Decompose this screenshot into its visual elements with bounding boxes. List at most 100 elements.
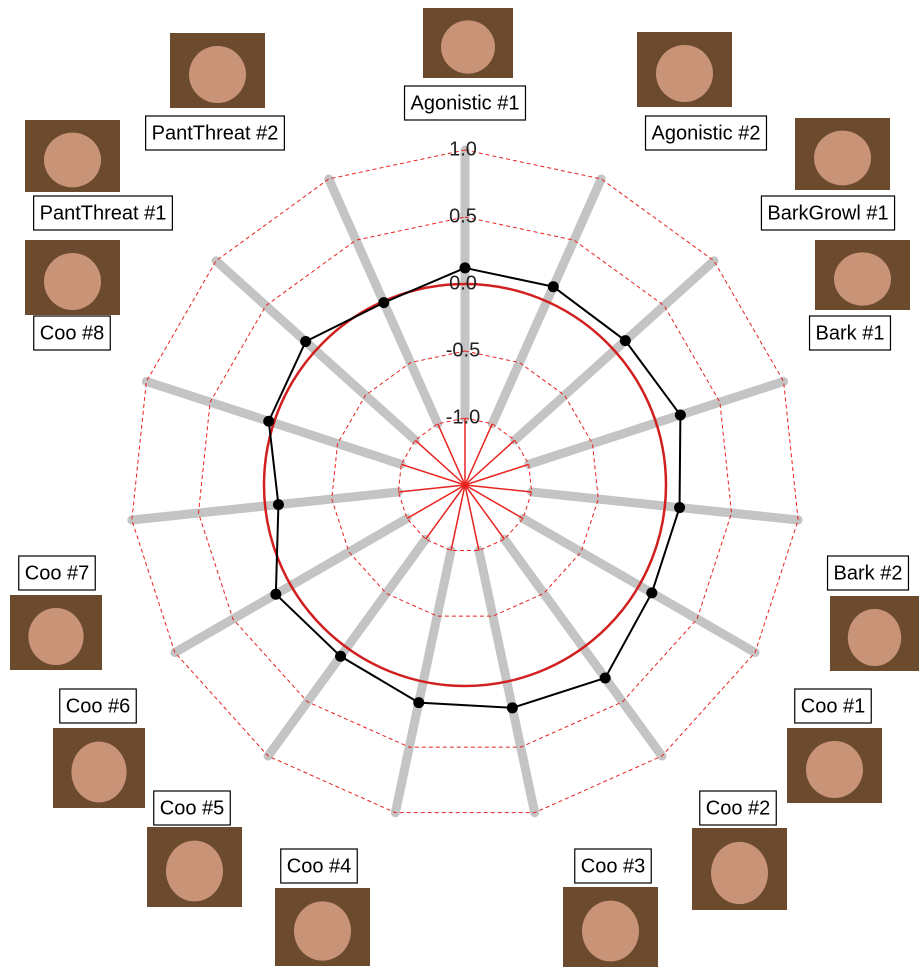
data-point bbox=[506, 702, 518, 714]
y-tick-label: 0.5 bbox=[449, 205, 477, 227]
category-text: Coo #2 bbox=[706, 797, 771, 819]
label-box bbox=[59, 688, 137, 724]
label-box bbox=[826, 555, 910, 591]
label-box bbox=[760, 195, 896, 231]
label-box bbox=[699, 790, 777, 826]
category-text: Coo #1 bbox=[801, 695, 866, 717]
category-text: Coo #5 bbox=[160, 797, 225, 819]
category-label: Bark #2 bbox=[826, 555, 910, 591]
face bbox=[582, 900, 639, 962]
category-text: Coo #4 bbox=[287, 855, 352, 877]
label-box bbox=[574, 848, 652, 884]
category-label: Coo #2 bbox=[699, 790, 777, 826]
category-label: PantThreat #1 bbox=[33, 195, 173, 231]
label-box bbox=[145, 115, 285, 151]
y-tick-label: -1.0 bbox=[446, 406, 480, 428]
face bbox=[44, 132, 101, 188]
face bbox=[166, 840, 223, 902]
inner-spoke bbox=[464, 484, 532, 493]
data-point bbox=[547, 281, 559, 293]
label-box bbox=[33, 315, 111, 351]
face bbox=[847, 609, 902, 666]
inner-spoke bbox=[406, 484, 466, 520]
data-point bbox=[619, 335, 631, 347]
category-text: Agonistic #1 bbox=[411, 92, 520, 114]
face bbox=[294, 901, 351, 961]
category-text: Coo #6 bbox=[66, 695, 131, 717]
category-label: Coo #3 bbox=[574, 848, 652, 884]
category-text: PantThreat #2 bbox=[152, 122, 279, 144]
category-text: Coo #7 bbox=[25, 562, 90, 584]
face bbox=[71, 741, 127, 803]
label-box bbox=[33, 195, 173, 231]
category-label: PantThreat #2 bbox=[145, 115, 285, 151]
inner-spoke bbox=[401, 463, 466, 486]
category-text: BarkGrowl #1 bbox=[767, 202, 888, 224]
category-text: Bark #1 bbox=[816, 322, 885, 344]
category-label: Coo #6 bbox=[59, 688, 137, 724]
data-point bbox=[378, 297, 390, 309]
category-label: Coo #8 bbox=[33, 315, 111, 351]
category-text: Coo #8 bbox=[40, 322, 105, 344]
data-point bbox=[599, 672, 611, 684]
face bbox=[834, 252, 891, 306]
face bbox=[441, 20, 495, 74]
face bbox=[189, 46, 246, 103]
category-text: Coo #3 bbox=[581, 855, 646, 877]
inner-spoke bbox=[464, 439, 516, 486]
inner-spoke bbox=[450, 484, 466, 551]
category-label: Coo #7 bbox=[18, 555, 96, 591]
data-point bbox=[413, 697, 425, 709]
inner-spoke bbox=[425, 484, 466, 540]
data-point bbox=[270, 588, 282, 600]
category-label: Bark #1 bbox=[808, 315, 892, 351]
category-label: Coo #1 bbox=[794, 688, 872, 724]
grid-line bbox=[131, 149, 799, 814]
inner-spoke bbox=[464, 484, 505, 540]
data-point bbox=[674, 502, 686, 514]
data-point bbox=[300, 336, 312, 348]
category-text: PantThreat #1 bbox=[40, 202, 167, 224]
face bbox=[814, 130, 871, 186]
label-box bbox=[403, 85, 527, 121]
label-box bbox=[280, 848, 358, 884]
zero-circle bbox=[262, 282, 668, 688]
data-point bbox=[646, 587, 658, 599]
label-box bbox=[153, 790, 231, 826]
data-line bbox=[267, 266, 682, 709]
data-point bbox=[459, 262, 471, 274]
face bbox=[28, 608, 84, 665]
label-box bbox=[18, 555, 96, 591]
data-point bbox=[335, 650, 347, 662]
category-label: Coo #5 bbox=[153, 790, 231, 826]
face bbox=[806, 741, 863, 798]
data-point bbox=[674, 409, 686, 421]
label-box bbox=[794, 688, 872, 724]
inner-spoke bbox=[464, 463, 529, 486]
inner-spoke bbox=[464, 423, 493, 486]
y-tick-label: 0.0 bbox=[449, 272, 477, 294]
inner-spoke bbox=[464, 484, 480, 551]
category-label: Agonistic #1 bbox=[403, 85, 527, 121]
grid-line bbox=[197, 216, 733, 748]
inner-spoke bbox=[437, 423, 466, 486]
category-text: Agonistic #2 bbox=[652, 122, 761, 144]
category-label: Coo #4 bbox=[280, 848, 358, 884]
y-tick-label: 1.0 bbox=[449, 138, 477, 160]
y-tick-label: -0.5 bbox=[446, 339, 480, 361]
label-box bbox=[644, 115, 768, 151]
category-text: Bark #2 bbox=[834, 562, 903, 584]
inner-spoke bbox=[414, 439, 466, 486]
data-point bbox=[263, 415, 275, 427]
face bbox=[44, 253, 101, 310]
grid-line bbox=[331, 350, 599, 617]
inner-spoke bbox=[464, 484, 524, 520]
face bbox=[656, 45, 713, 102]
category-label: BarkGrowl #1 bbox=[760, 195, 896, 231]
data-point bbox=[272, 499, 284, 511]
face bbox=[711, 841, 768, 905]
category-label: Agonistic #2 bbox=[644, 115, 768, 151]
inner-spoke bbox=[398, 484, 466, 493]
label-box bbox=[808, 315, 892, 351]
